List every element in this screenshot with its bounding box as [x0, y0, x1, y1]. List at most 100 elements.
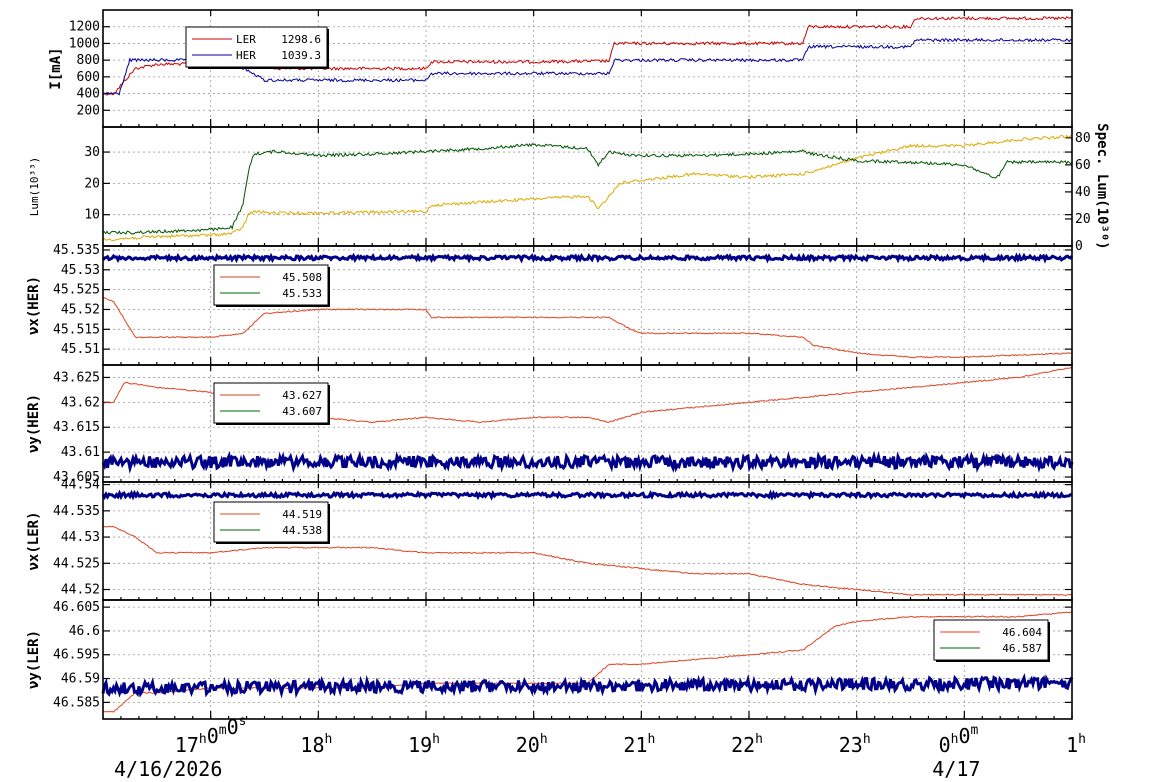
- x-tick-label: 18h: [300, 732, 332, 757]
- x-tick-label-part: 0: [939, 733, 951, 757]
- legend-value: 1039.3: [281, 49, 321, 62]
- y-tick-label: 44.52: [61, 583, 100, 598]
- y-tick-label: 1000: [69, 36, 100, 51]
- legend-value: 43.627: [282, 389, 322, 402]
- series-line: [101, 450, 1074, 474]
- x-date-label: 4/16/2026: [114, 757, 222, 781]
- x-tick-label-part: 0: [227, 715, 239, 739]
- x-tick-label-part: 21: [623, 733, 647, 757]
- x-tick-label-part: m: [219, 723, 227, 738]
- x-tick-label-part: 0: [958, 724, 970, 748]
- y-tick-label: 46.605: [53, 600, 100, 615]
- x-tick-label-part: h: [325, 732, 333, 747]
- legend-box: [933, 619, 1049, 661]
- x-tick-label-part: 20: [516, 733, 540, 757]
- y-tick-label: 43.605: [53, 470, 100, 485]
- y-tick-label: 30: [84, 145, 100, 160]
- x-tick-label-part: 0: [207, 724, 219, 748]
- x-tick-label-part: h: [863, 732, 871, 747]
- x-tick-label: 19h: [408, 732, 440, 757]
- y-axis-label: νx(LER): [26, 511, 42, 570]
- x-tick-label: 22h: [731, 732, 763, 757]
- y-tick-label: 1200: [69, 20, 100, 35]
- y-tick-label: 43.625: [53, 370, 100, 385]
- x-tick-label-part: 17: [175, 733, 199, 757]
- series-line: [102, 142, 1073, 235]
- series-line: [102, 134, 1073, 242]
- legend-value: 45.508: [282, 271, 322, 284]
- x-tick-label-part: h: [540, 732, 548, 747]
- y-tick-label: 44.53: [61, 530, 100, 545]
- y-tick-label: 600: [77, 70, 100, 85]
- y-tick-label: 45.525: [53, 283, 100, 298]
- legend-value: 44.538: [282, 524, 322, 537]
- x-tick-label-part: 22: [731, 733, 755, 757]
- x-tick-label-part: 23: [839, 733, 863, 757]
- y-tick-label: 45.51: [61, 342, 100, 357]
- legend-value: 44.519: [282, 508, 322, 521]
- y-tick-label: 44.535: [53, 504, 100, 519]
- legend-value: 45.533: [282, 287, 322, 300]
- panel-3: 45.51 45.515 45.52 45.525 45.53 45.535 νx(HER)…: [26, 243, 1074, 366]
- legend: 46.604 46.587: [933, 619, 1050, 662]
- legend: 43.627 43.607: [213, 382, 330, 425]
- y-right-axis-label: Spec. Lum(10³⁰): [1094, 123, 1110, 249]
- x-tick-label-part: h: [432, 732, 440, 747]
- y-tick-label: 43.615: [53, 420, 100, 435]
- x-tick-label-part: 1: [1066, 733, 1078, 757]
- y-tick-label: 44.54: [61, 478, 100, 493]
- series-line: [101, 672, 1074, 699]
- y-tick-label: 45.535: [53, 243, 100, 258]
- y-tick-label: 45.53: [61, 263, 100, 278]
- legend-value: 46.587: [1002, 642, 1042, 655]
- x-tick-label-part: h: [1078, 732, 1086, 747]
- x-date-label: 4/17: [932, 757, 980, 781]
- y-axis-label: νy(HER): [26, 394, 42, 453]
- y-tick-label: 44.525: [53, 556, 100, 571]
- series-line: [102, 37, 1073, 96]
- y-tick-label: 400: [77, 87, 100, 102]
- legend: 45.508 45.533: [213, 264, 330, 307]
- y-right-tick-label: 40: [1075, 185, 1091, 200]
- y-tick-label: 10: [84, 208, 100, 223]
- legend: 44.519 44.538: [213, 501, 330, 544]
- x-tick-label-part: 19: [408, 733, 432, 757]
- y-right-tick-label: 80: [1075, 131, 1091, 146]
- legend: LER 1298.6 HER 1039.3: [185, 26, 329, 69]
- y-tick-label: 43.62: [61, 395, 100, 410]
- x-tick-label: 0h0m: [939, 723, 979, 757]
- series-line: [102, 525, 1073, 596]
- y-tick-label: 200: [77, 103, 100, 118]
- x-tick-label: 17h0m0s: [175, 714, 247, 757]
- panel-4: 43.605 43.61 43.615 43.62 43.625 νy(HER) 43.62…: [26, 364, 1074, 485]
- series-line: [101, 252, 1074, 264]
- x-tick-label: 1h: [1066, 732, 1086, 757]
- x-tick-label: 21h: [623, 732, 655, 757]
- x-tick-label: 20h: [516, 732, 548, 757]
- legend-label: HER: [236, 49, 256, 62]
- y-tick-label: 46.6: [69, 624, 100, 639]
- x-tick-label-part: s: [239, 714, 247, 729]
- panel-2: 10 20 30 0 20 40 60 80 Spec. Lum(10³⁰) Lum(10³³): [28, 123, 1110, 254]
- y-right-tick-label: 60: [1075, 158, 1091, 173]
- x-tick-label-part: h: [648, 732, 656, 747]
- y-axis-label: I[mA]: [48, 47, 64, 89]
- legend-box: [185, 26, 328, 68]
- x-tick-label-part: h: [755, 732, 763, 747]
- y-tick-label: 45.52: [61, 302, 100, 317]
- y-tick-label: 43.61: [61, 445, 100, 460]
- y-tick-label: 46.585: [53, 695, 100, 710]
- x-tick-label-part: m: [971, 723, 979, 738]
- y-right-tick-label: 20: [1075, 212, 1091, 227]
- y-tick-label: 46.59: [61, 672, 100, 687]
- legend-box: [213, 501, 329, 543]
- y-axis-label: νx(HER): [26, 276, 42, 335]
- panel-frame: [102, 126, 1073, 247]
- legend-value: 1298.6: [281, 33, 321, 46]
- legend-value: 46.604: [1002, 626, 1042, 639]
- legend-box: [213, 382, 329, 424]
- legend-label: LER: [236, 33, 256, 46]
